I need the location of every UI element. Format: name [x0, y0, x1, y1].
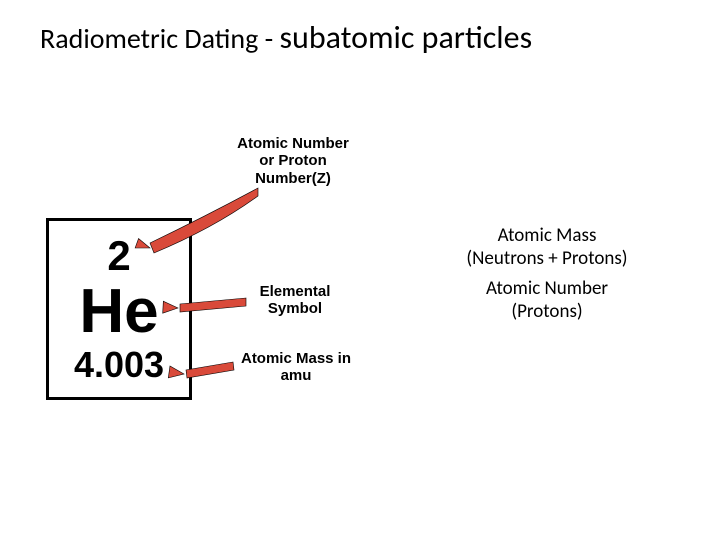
right-mass-title: Atomic Mass — [452, 225, 642, 248]
right-atomic-mass-block: Atomic Mass (Neutrons + Protons) — [452, 225, 642, 271]
right-atomic-number-block: Atomic Number (Protons) — [452, 278, 642, 324]
right-mass-sub: (Neutrons + Protons) — [452, 248, 642, 271]
right-num-sub: (Protons) — [452, 301, 642, 324]
right-num-title: Atomic Number — [452, 278, 642, 301]
